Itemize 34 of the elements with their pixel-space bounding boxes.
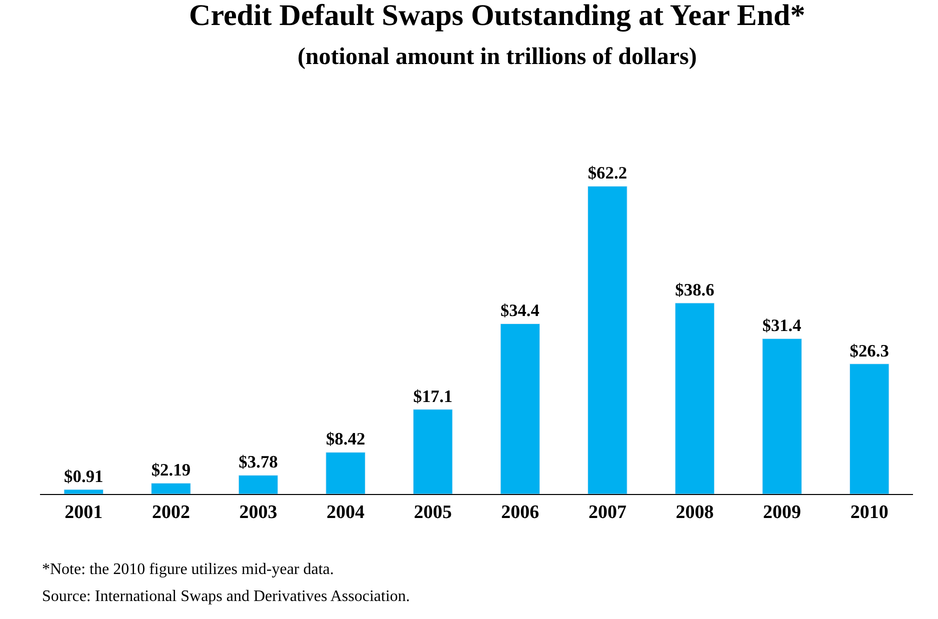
x-tick-label: 2004 xyxy=(326,502,366,523)
bar xyxy=(151,482,191,494)
bar xyxy=(674,302,715,494)
x-tick-label: 2002 xyxy=(152,502,190,523)
data-label: $3.78 xyxy=(238,452,278,472)
bar xyxy=(412,409,453,494)
bar xyxy=(238,475,278,494)
x-tick-label: 2003 xyxy=(239,502,278,523)
data-label: $8.42 xyxy=(326,428,366,449)
chart-subtitle: (notional amount in trillions of dollars) xyxy=(297,44,697,70)
bar xyxy=(588,186,628,494)
data-label: $31.4 xyxy=(762,316,802,336)
data-label: $17.1 xyxy=(413,386,452,406)
bar xyxy=(849,364,890,494)
x-tick-label: 2007 xyxy=(588,502,627,523)
x-tick-label: 2001 xyxy=(64,502,103,523)
data-label: $0.91 xyxy=(64,466,104,486)
data-label: $62.2 xyxy=(588,162,628,183)
bar xyxy=(326,452,366,494)
bar xyxy=(762,338,802,494)
x-tick-label: 2010 xyxy=(850,502,888,523)
x-tick-label: 2006 xyxy=(501,502,540,523)
x-tick-label: 2009 xyxy=(763,502,802,523)
data-label: $26.3 xyxy=(850,340,890,360)
data-label: $38.6 xyxy=(675,279,715,300)
source-note: Source: International Swaps and Derivatives Association. xyxy=(42,588,410,605)
x-tick-label: 2008 xyxy=(676,502,714,523)
bar xyxy=(64,489,104,494)
x-tick-label: 2005 xyxy=(414,502,452,523)
data-label: $34.4 xyxy=(500,301,540,320)
bar xyxy=(500,324,540,494)
chart-title: Credit Default Swaps Outstanding at Year End* xyxy=(189,0,806,32)
data-label: $2.19 xyxy=(151,460,191,480)
text: *Note: the 2010 figure utilizes mid-year data. xyxy=(42,561,334,578)
